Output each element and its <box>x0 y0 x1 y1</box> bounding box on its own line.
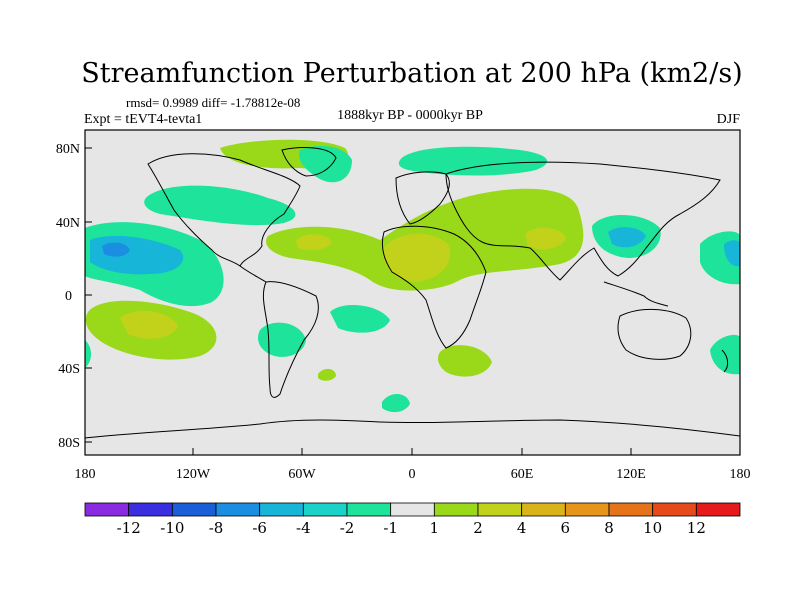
colorbar-label: 1 <box>430 519 440 537</box>
y-axis-labels: 80N 40N 0 40S 80S <box>56 142 80 451</box>
y-label-40n: 40N <box>56 216 80 231</box>
colorbar-swatch <box>521 502 566 517</box>
colorbar-swatch <box>302 502 348 517</box>
x-label-180e: 180 <box>730 467 751 482</box>
colorbar-label: 4 <box>517 519 527 537</box>
colorbar-label: 2 <box>473 519 483 537</box>
colorbar-label: -4 <box>296 519 311 537</box>
contour-s-america-negative <box>258 322 306 357</box>
contour-eastasia-core <box>608 227 646 248</box>
coast-greenland <box>281 147 337 177</box>
coast-australia <box>617 308 692 360</box>
contour-s-pacific-high <box>120 311 178 339</box>
x-label-120e: 120E <box>616 467 646 482</box>
x-label-60e: 60E <box>511 467 534 482</box>
colorbar-swatch <box>346 502 392 517</box>
contour-atlantic-high <box>296 234 332 250</box>
colorbar-label: -8 <box>209 519 224 537</box>
colorbar-swatch <box>564 502 610 517</box>
colorbar-swatch <box>128 502 173 517</box>
colorbar-swatch <box>215 502 261 517</box>
colorbar-label: -2 <box>340 519 355 537</box>
experiment-label: Expt = tEVT4-tevta1 <box>84 112 202 127</box>
coastlines <box>84 147 741 439</box>
period-label: 1888kyr BP - 0000kyr BP <box>337 108 483 123</box>
colorbar-swatch <box>84 502 130 517</box>
y-label-40s: 40S <box>58 362 80 377</box>
coast-europe <box>395 171 450 225</box>
contour-southern-small-positive <box>318 368 336 381</box>
y-label-80s: 80S <box>58 436 80 451</box>
colorbar-swatch <box>608 502 654 517</box>
colorbar-swatch <box>477 502 523 517</box>
contour-arctic-negative <box>299 145 352 183</box>
contour-n-atlantic-negative <box>144 185 296 226</box>
contour-southern-small-negative <box>382 393 410 413</box>
y-label-0: 0 <box>65 289 72 304</box>
map-panel: 80N 40N 0 40S 80S 180 120W 60W 0 60E 120… <box>56 129 751 482</box>
colorbar-label: 6 <box>561 519 571 537</box>
x-axis-labels: 180 120W 60W 0 60E 120E 180 <box>75 467 751 482</box>
colorbar-swatch <box>695 502 741 517</box>
colorbar-swatch <box>259 502 304 517</box>
colorbar-label: 12 <box>687 519 706 537</box>
contour-s-indian-negative <box>85 340 92 368</box>
contour-asia-high <box>525 227 566 250</box>
coast-antarctica <box>84 419 741 439</box>
coast-south-america <box>262 281 319 398</box>
colorbar-swatch <box>433 502 479 517</box>
x-label-120w: 120W <box>176 467 211 482</box>
colorbar-label: 8 <box>604 519 614 537</box>
coast-asia <box>445 161 721 281</box>
colorbar-label: 10 <box>643 519 662 537</box>
colorbar-label: -12 <box>117 519 141 537</box>
coast-new-zealand <box>721 349 729 373</box>
axis-ticks <box>84 147 741 455</box>
contour-fields <box>85 139 740 413</box>
coast-central-america <box>239 265 267 283</box>
colorbar-label: -6 <box>252 519 267 537</box>
coast-north-america <box>147 153 301 267</box>
x-label-180w: 180 <box>75 467 96 482</box>
contour-pacific-negative-inner <box>102 242 130 257</box>
coast-southeast-asia <box>603 281 669 307</box>
y-label-80n: 80N <box>56 142 80 157</box>
colorbar-swatch <box>171 502 217 517</box>
season-label: DJF <box>717 112 741 127</box>
colorbar-swatch <box>390 502 435 517</box>
contour-siberia-negative <box>398 146 548 176</box>
x-label-0: 0 <box>409 467 416 482</box>
figure-title: Streamfunction Perturbation at 200 hPa (… <box>81 58 742 89</box>
contour-dateline-core <box>724 240 740 267</box>
stats-line: rmsd= 0.9989 diff= -1.78812e-08 <box>126 95 300 110</box>
colorbar-label: -1 <box>383 519 398 537</box>
x-label-60w: 60W <box>288 467 316 482</box>
colorbar: -12 -10 -8 -6 -4 -2 -1 1 2 4 6 8 10 12 <box>84 502 741 537</box>
coast-africa <box>381 225 487 349</box>
colorbar-swatch <box>652 502 697 517</box>
contour-africa-high-1 <box>383 233 451 282</box>
colorbar-label: -10 <box>160 519 184 537</box>
contour-s-atlantic-negative <box>330 305 390 333</box>
contour-s-africa-positive <box>438 345 492 377</box>
